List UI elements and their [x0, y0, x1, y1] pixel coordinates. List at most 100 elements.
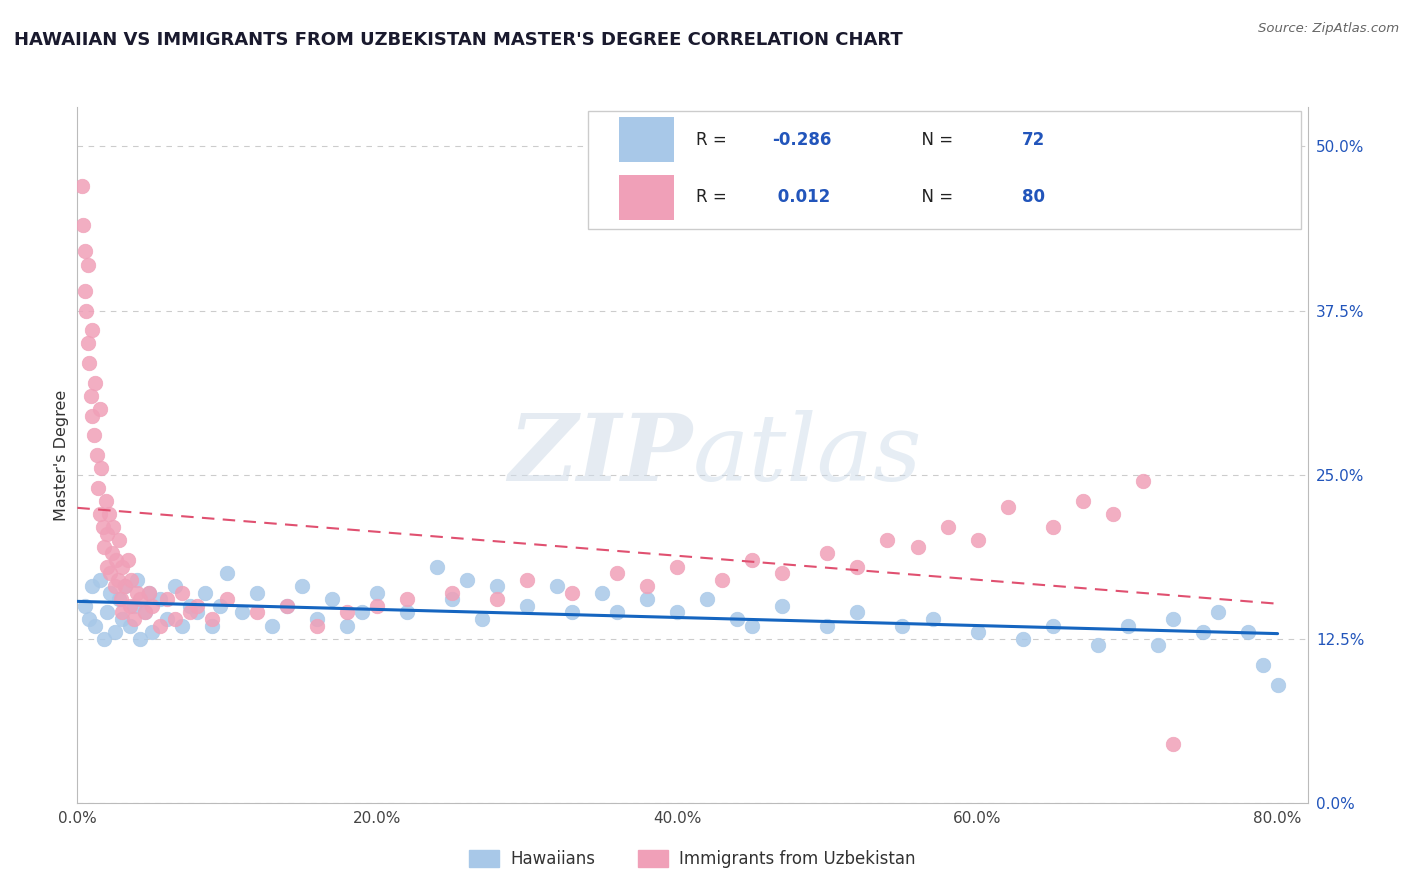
Point [846, 606, 869, 620]
Point [561, 586, 583, 600]
Point [366, 599, 388, 613]
Point [163, 579, 186, 593]
Point [114, 579, 136, 593]
Point [921, 612, 943, 626]
Point [129, 592, 152, 607]
Point [76, 258, 98, 272]
Point [1161, 737, 1184, 751]
Point [1161, 612, 1184, 626]
Text: 0.012: 0.012 [772, 188, 831, 206]
Point [104, 625, 127, 640]
Point [105, 553, 128, 567]
Point [138, 586, 160, 600]
FancyBboxPatch shape [619, 175, 673, 220]
Point [118, 618, 141, 632]
Point [86, 448, 108, 462]
Point [1251, 657, 1274, 672]
Point [966, 625, 988, 640]
Text: 72: 72 [1022, 131, 1046, 149]
Text: HAWAIIAN VS IMMIGRANTS FROM UZBEKISTAN MASTER'S DEGREE CORRELATION CHART: HAWAIIAN VS IMMIGRANTS FROM UZBEKISTAN M… [14, 31, 903, 49]
Point [194, 586, 217, 600]
Point [291, 579, 314, 593]
Point [93, 632, 115, 646]
Point [727, 612, 749, 626]
Point [696, 592, 718, 607]
Point [741, 618, 763, 632]
Point [936, 520, 959, 534]
Text: 80: 80 [1022, 188, 1045, 206]
Point [75, 303, 97, 318]
Point [138, 586, 160, 600]
Point [246, 606, 269, 620]
Point [149, 618, 172, 632]
Point [111, 606, 134, 620]
Point [606, 566, 628, 580]
Point [441, 586, 464, 600]
Point [366, 586, 388, 600]
Point [201, 612, 224, 626]
Point [83, 428, 105, 442]
Text: R =: R = [696, 131, 733, 149]
Point [96, 526, 118, 541]
Point [149, 592, 172, 607]
Point [201, 618, 224, 632]
Point [561, 606, 583, 620]
Point [107, 573, 129, 587]
Point [134, 606, 156, 620]
Point [441, 592, 464, 607]
Text: N =: N = [911, 131, 959, 149]
Point [156, 612, 179, 626]
Point [87, 481, 110, 495]
Text: -0.286: -0.286 [772, 131, 832, 149]
Point [82, 323, 104, 337]
Point [89, 401, 111, 416]
Point [817, 546, 839, 560]
Point [104, 579, 127, 593]
Point [846, 559, 869, 574]
Point [94, 494, 117, 508]
Point [666, 559, 689, 574]
Point [84, 376, 107, 390]
Point [93, 540, 115, 554]
Point [179, 599, 201, 613]
Text: R =: R = [696, 188, 733, 206]
FancyBboxPatch shape [588, 111, 1302, 229]
Point [1267, 678, 1289, 692]
Point [217, 566, 239, 580]
Text: N =: N = [911, 188, 959, 206]
Point [1146, 638, 1168, 652]
Point [73, 244, 96, 259]
Point [966, 533, 988, 548]
Point [82, 579, 104, 593]
Point [1116, 618, 1139, 632]
Point [114, 579, 136, 593]
Point [80, 389, 103, 403]
Point [72, 218, 94, 232]
Point [73, 599, 96, 613]
Point [1132, 474, 1154, 488]
Point [172, 618, 194, 632]
Point [516, 599, 538, 613]
Point [91, 520, 114, 534]
Point [666, 606, 689, 620]
Point [179, 606, 201, 620]
Point [426, 559, 449, 574]
Point [1101, 507, 1123, 521]
Point [118, 599, 141, 613]
Point [471, 612, 494, 626]
Point [231, 606, 253, 620]
Point [456, 573, 478, 587]
Point [89, 573, 111, 587]
Point [246, 586, 269, 600]
Point [352, 606, 374, 620]
Point [817, 618, 839, 632]
Point [97, 507, 120, 521]
Point [127, 586, 149, 600]
Point [90, 461, 112, 475]
Point [76, 336, 98, 351]
Point [101, 546, 124, 560]
Point [120, 573, 142, 587]
Point [79, 356, 101, 370]
FancyBboxPatch shape [619, 117, 673, 162]
Point [96, 559, 118, 574]
